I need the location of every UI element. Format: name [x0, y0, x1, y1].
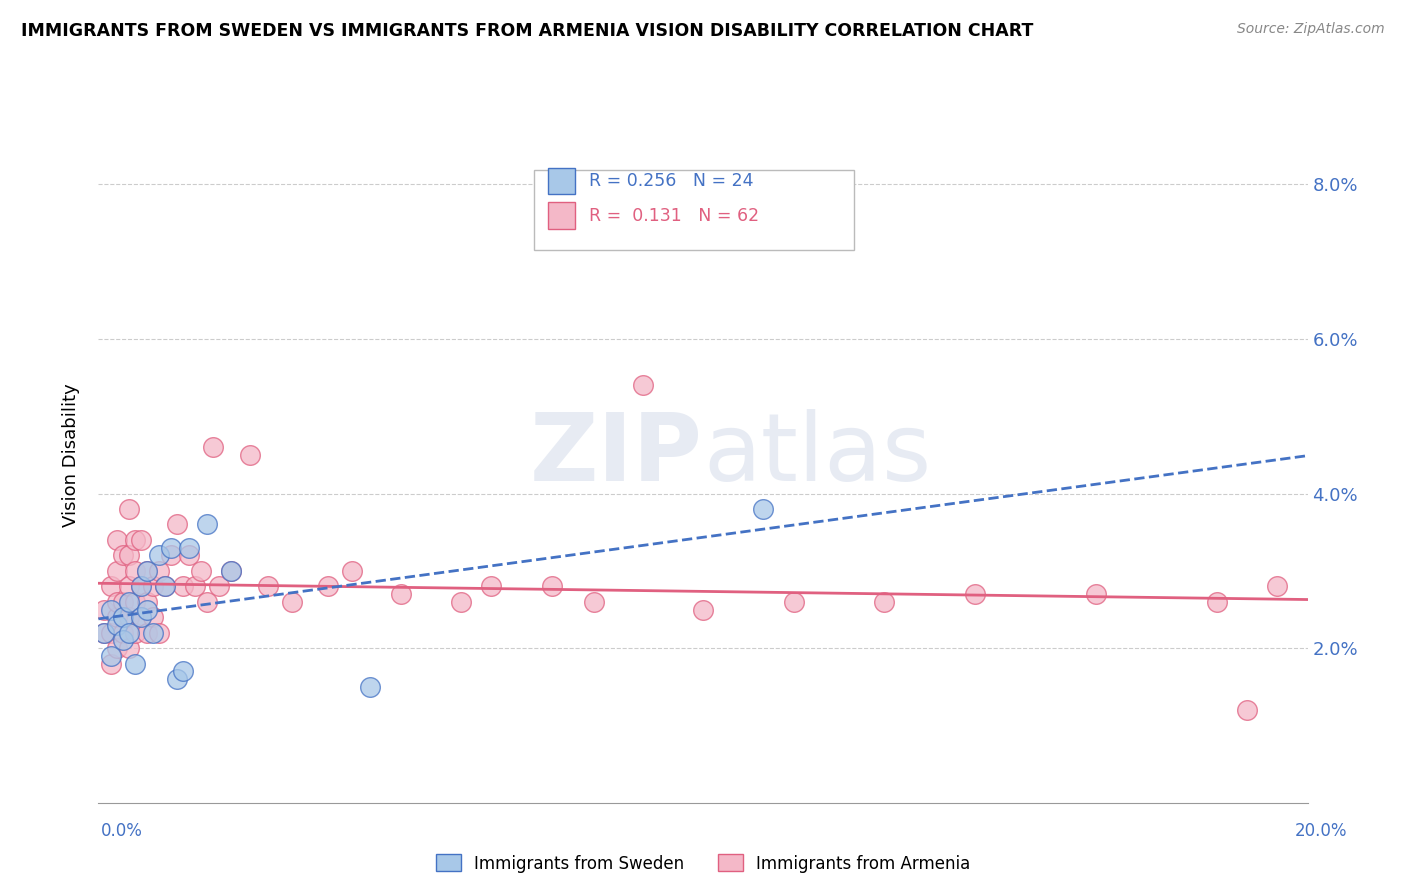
- Point: [540, 579, 562, 593]
- Point: [148, 625, 170, 640]
- Point: [129, 579, 152, 593]
- Point: [256, 579, 278, 593]
- Point: [148, 549, 170, 563]
- Point: [111, 595, 134, 609]
- Point: [93, 602, 115, 616]
- Point: [142, 610, 165, 624]
- FancyBboxPatch shape: [548, 168, 575, 194]
- Point: [1206, 595, 1229, 609]
- Point: [481, 579, 503, 593]
- Point: [172, 665, 194, 679]
- Point: [179, 549, 201, 563]
- Text: Source: ZipAtlas.com: Source: ZipAtlas.com: [1237, 22, 1385, 37]
- Point: [179, 541, 201, 555]
- Point: [93, 625, 115, 640]
- Point: [105, 533, 128, 547]
- Point: [129, 579, 152, 593]
- Point: [316, 579, 339, 593]
- Point: [118, 641, 141, 656]
- Point: [105, 564, 128, 578]
- Point: [172, 579, 194, 593]
- Point: [195, 595, 218, 609]
- Point: [118, 579, 141, 593]
- Point: [129, 533, 152, 547]
- Point: [124, 657, 146, 671]
- Point: [100, 625, 122, 640]
- Point: [100, 648, 122, 663]
- Point: [692, 602, 714, 616]
- Y-axis label: Vision Disability: Vision Disability: [62, 383, 80, 527]
- Point: [135, 602, 157, 616]
- Point: [360, 680, 382, 694]
- Point: [195, 517, 218, 532]
- Point: [124, 595, 146, 609]
- Point: [221, 564, 243, 578]
- Point: [142, 625, 165, 640]
- Point: [160, 541, 183, 555]
- Point: [118, 502, 141, 516]
- Point: [208, 579, 231, 593]
- Point: [124, 533, 146, 547]
- Point: [1267, 579, 1289, 593]
- Text: 0.0%: 0.0%: [101, 822, 143, 839]
- Point: [142, 579, 165, 593]
- Point: [100, 579, 122, 593]
- Text: atlas: atlas: [703, 409, 931, 501]
- Point: [100, 657, 122, 671]
- Point: [783, 595, 806, 609]
- Point: [129, 610, 152, 624]
- Text: 20.0%: 20.0%: [1295, 822, 1347, 839]
- Point: [752, 502, 775, 516]
- Text: IMMIGRANTS FROM SWEDEN VS IMMIGRANTS FROM ARMENIA VISION DISABILITY CORRELATION : IMMIGRANTS FROM SWEDEN VS IMMIGRANTS FRO…: [21, 22, 1033, 40]
- Point: [1236, 703, 1258, 717]
- FancyBboxPatch shape: [534, 169, 855, 250]
- Point: [135, 595, 157, 609]
- Point: [105, 618, 128, 632]
- Point: [93, 625, 115, 640]
- Point: [135, 564, 157, 578]
- Point: [135, 564, 157, 578]
- Point: [124, 625, 146, 640]
- Point: [105, 610, 128, 624]
- Point: [135, 625, 157, 640]
- Point: [239, 448, 262, 462]
- Point: [583, 595, 606, 609]
- Point: [111, 625, 134, 640]
- Point: [129, 610, 152, 624]
- Point: [111, 549, 134, 563]
- Point: [100, 602, 122, 616]
- Point: [202, 440, 225, 454]
- FancyBboxPatch shape: [548, 202, 575, 228]
- Point: [111, 633, 134, 648]
- Text: R =  0.131   N = 62: R = 0.131 N = 62: [589, 207, 759, 225]
- Point: [631, 378, 654, 392]
- Point: [105, 595, 128, 609]
- Point: [166, 517, 188, 532]
- Point: [118, 625, 141, 640]
- Point: [166, 672, 188, 686]
- Text: ZIP: ZIP: [530, 409, 703, 501]
- Point: [873, 595, 896, 609]
- Point: [160, 549, 183, 563]
- Point: [153, 579, 176, 593]
- Point: [118, 549, 141, 563]
- Point: [124, 564, 146, 578]
- Point: [342, 564, 364, 578]
- Point: [148, 564, 170, 578]
- Point: [281, 595, 304, 609]
- Point: [118, 595, 141, 609]
- Legend: Immigrants from Sweden, Immigrants from Armenia: Immigrants from Sweden, Immigrants from …: [429, 847, 977, 880]
- Point: [111, 610, 134, 624]
- Point: [105, 641, 128, 656]
- Point: [965, 587, 987, 601]
- Text: R = 0.256   N = 24: R = 0.256 N = 24: [589, 172, 754, 190]
- Point: [389, 587, 412, 601]
- Point: [1085, 587, 1108, 601]
- Point: [153, 579, 176, 593]
- Point: [190, 564, 212, 578]
- Point: [118, 610, 141, 624]
- Point: [184, 579, 207, 593]
- Point: [450, 595, 472, 609]
- Point: [221, 564, 243, 578]
